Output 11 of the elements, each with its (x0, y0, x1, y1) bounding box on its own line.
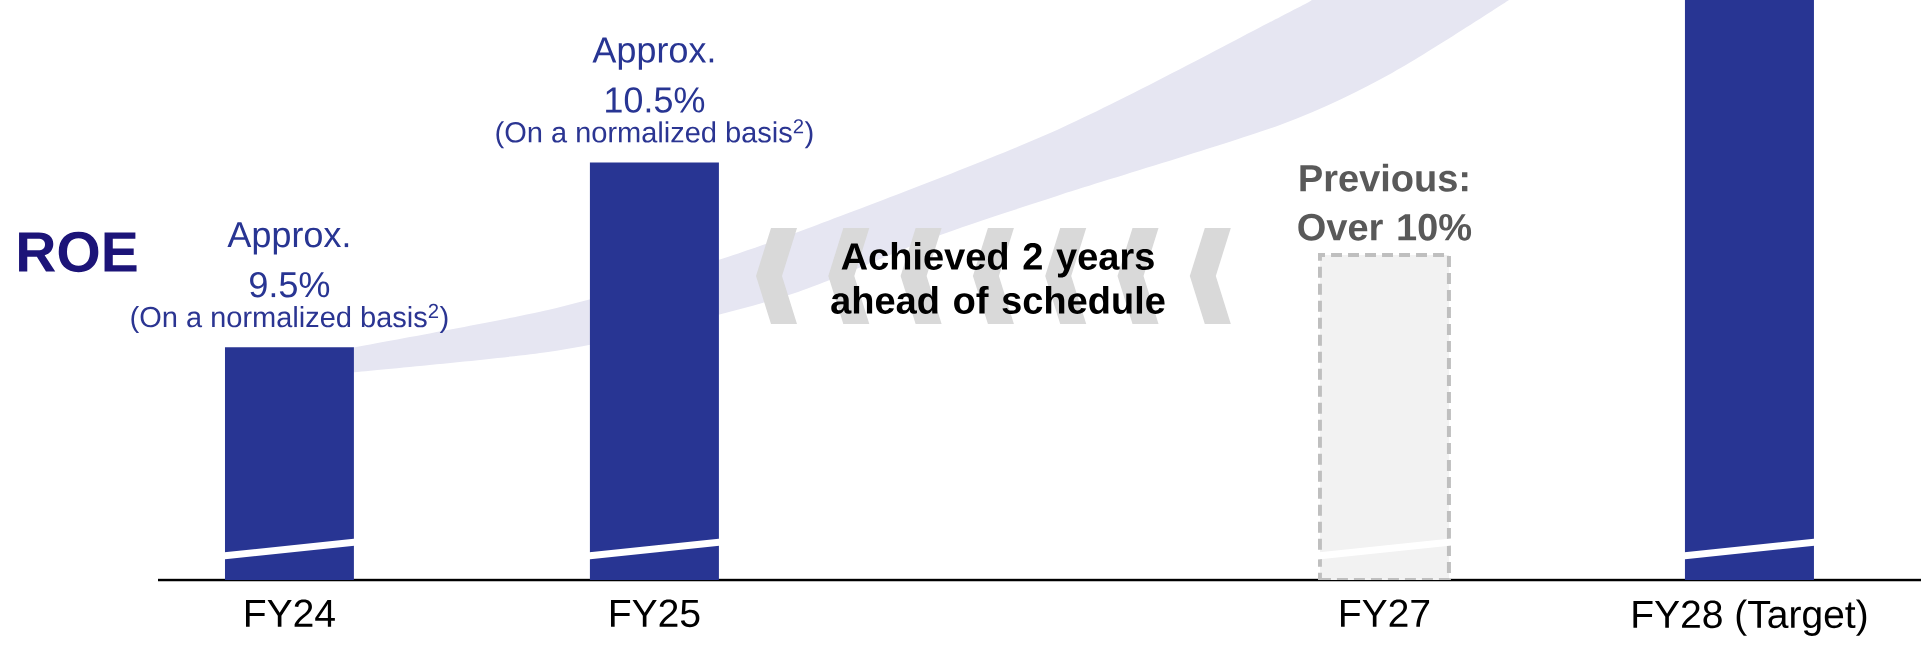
x-tick-label: FY25 (611, 599, 700, 628)
data-label: Previous: Over 10% (1298, 163, 1472, 241)
data-label: Approx. 10.5% (592, 37, 714, 113)
annotation: (On a normalized basis$^{2}$) (496, 119, 813, 149)
x-tick-label: FY28 (Target) (1633, 599, 1867, 636)
x-tick-label: FY24 (246, 599, 335, 627)
annotation: Achieved 2 years ahead of schedule (831, 242, 1165, 314)
y-axis-title: ROE (19, 231, 137, 273)
x-tick-label: FY27 (1341, 599, 1430, 627)
data-label: Approx. 9.5% (227, 222, 349, 298)
annotation: (On a normalized basis$^{2}$) (131, 303, 448, 334)
